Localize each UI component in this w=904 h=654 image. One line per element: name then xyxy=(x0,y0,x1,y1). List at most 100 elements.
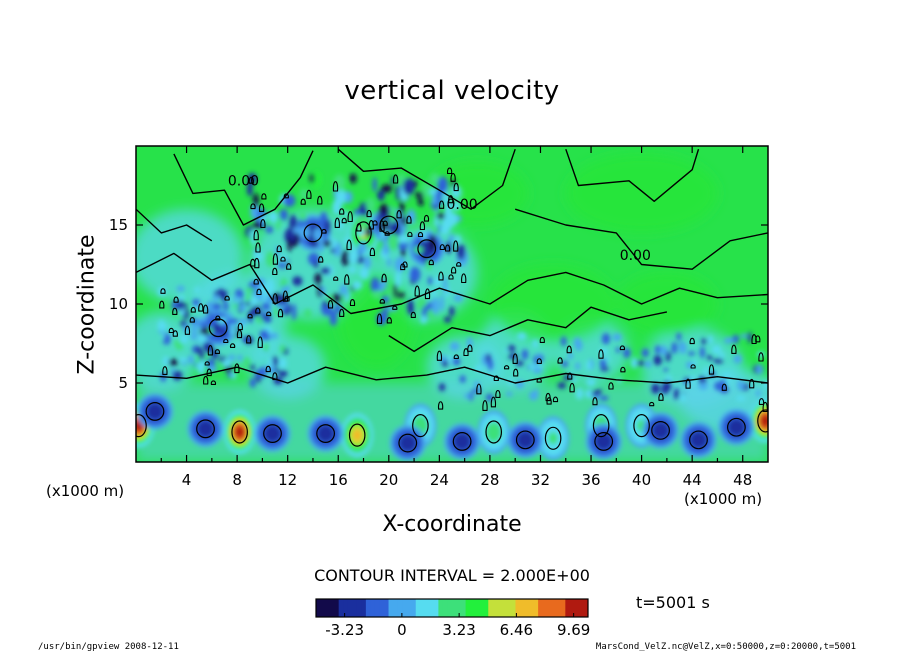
downdraft-core xyxy=(136,393,173,430)
contour-line xyxy=(348,423,366,447)
contour-line xyxy=(306,189,312,199)
colorbar-swatch xyxy=(474,599,480,617)
contour-line xyxy=(448,195,454,204)
contour-line xyxy=(321,228,327,234)
contour-line xyxy=(755,335,761,343)
contour-line xyxy=(224,295,230,301)
contour-line xyxy=(392,174,399,184)
contour-line xyxy=(721,383,727,391)
x-unit-label-left: (x1000 m) xyxy=(46,482,125,500)
colorbar-swatch xyxy=(501,599,507,617)
contour-line xyxy=(467,344,473,352)
contour-line xyxy=(202,304,209,314)
chart-title: vertical velocity xyxy=(344,76,560,106)
colorbar-swatch xyxy=(551,599,557,617)
colorbar-swatch xyxy=(465,599,471,617)
contour-label: 0.00 xyxy=(228,174,259,190)
x-tick-label: 12 xyxy=(278,471,297,489)
colorbar-swatch xyxy=(411,599,417,617)
colorbar-swatch xyxy=(379,599,385,617)
x-tick-label: 32 xyxy=(531,471,550,489)
contour-line xyxy=(658,393,664,401)
contour-line xyxy=(376,313,383,324)
contour-line xyxy=(485,420,503,444)
contour-line xyxy=(407,231,413,237)
colorbar-swatch xyxy=(442,599,448,617)
contour-line xyxy=(172,330,178,337)
contour-line xyxy=(189,317,195,323)
contour-line xyxy=(379,220,385,232)
contour-line xyxy=(229,343,236,348)
contour-line xyxy=(493,375,499,382)
contour-line xyxy=(136,252,768,315)
contour-line xyxy=(482,400,488,411)
contour-line xyxy=(215,315,221,321)
contour-line xyxy=(620,366,626,373)
colorbar-swatch xyxy=(370,599,376,617)
contour-line xyxy=(258,203,265,212)
contour-line xyxy=(386,317,392,324)
contour-line xyxy=(255,307,261,314)
contour-line xyxy=(347,211,353,223)
contour-line xyxy=(253,278,259,285)
contour-line xyxy=(250,203,256,210)
contour-line xyxy=(263,424,282,443)
contour-line xyxy=(339,208,345,215)
contour-line xyxy=(438,200,445,209)
colorbar-swatch xyxy=(343,599,349,617)
time-label: t=5001 s xyxy=(636,593,710,612)
contour-line xyxy=(208,318,228,338)
contour-line xyxy=(344,274,350,285)
colorbar-swatch xyxy=(538,599,544,617)
colorbar-swatch xyxy=(456,599,462,617)
downdraft-core xyxy=(680,421,717,458)
contour-line xyxy=(402,261,408,268)
contour-line xyxy=(332,181,339,192)
updraft-core xyxy=(537,416,570,461)
contour-line xyxy=(184,325,191,335)
colorbar-swatch xyxy=(479,599,485,617)
contour-line xyxy=(514,208,768,270)
contour-line xyxy=(266,311,272,317)
contour-line xyxy=(690,364,696,369)
contour-line xyxy=(503,365,510,370)
contour-line xyxy=(286,263,292,270)
field-region xyxy=(489,264,617,344)
contour-line xyxy=(453,240,459,252)
contour-line xyxy=(689,430,708,450)
contour-line xyxy=(566,345,572,354)
contour-line xyxy=(536,358,542,364)
colorbar-tick-label: 3.23 xyxy=(442,621,475,639)
contour-line xyxy=(145,402,165,421)
colorbar-swatch xyxy=(424,599,430,617)
contour-line xyxy=(569,382,575,393)
contour-line xyxy=(437,401,444,410)
field-region xyxy=(565,153,718,233)
colorbar-swatch xyxy=(510,599,516,617)
contour-line xyxy=(369,247,376,257)
updraft-core xyxy=(223,409,256,454)
contour-line xyxy=(256,288,262,296)
downdraft-core xyxy=(444,423,481,460)
downdraft-core xyxy=(307,415,344,452)
colorbar-swatch xyxy=(447,599,453,617)
x-tick-label: 40 xyxy=(632,471,651,489)
contour-line xyxy=(400,263,406,271)
colorbar-swatch xyxy=(329,599,335,617)
colorbar-swatch xyxy=(533,599,539,617)
contour-line xyxy=(203,375,209,385)
contour-line xyxy=(223,338,229,344)
x-tick-label: 8 xyxy=(232,471,242,489)
colorbar-swatch xyxy=(415,599,421,617)
downdraft-core xyxy=(585,423,622,460)
contour-line xyxy=(453,182,459,192)
contour-line xyxy=(450,172,456,182)
contour-line xyxy=(272,253,279,265)
colorbar-swatch xyxy=(547,599,553,617)
x-tick-label: 20 xyxy=(379,471,398,489)
colorbar-swatch xyxy=(560,599,566,617)
contour-line xyxy=(162,366,168,375)
contour-line xyxy=(355,221,372,245)
contour-line xyxy=(689,337,695,345)
contour-line xyxy=(749,378,755,389)
